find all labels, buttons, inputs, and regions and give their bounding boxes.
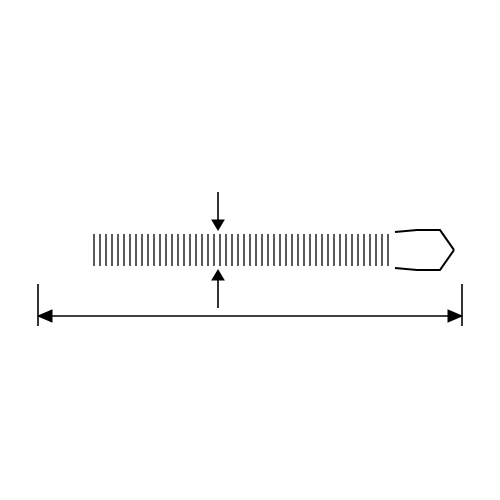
cable-tie-diagram xyxy=(0,0,500,500)
dimension-figure xyxy=(0,0,500,500)
